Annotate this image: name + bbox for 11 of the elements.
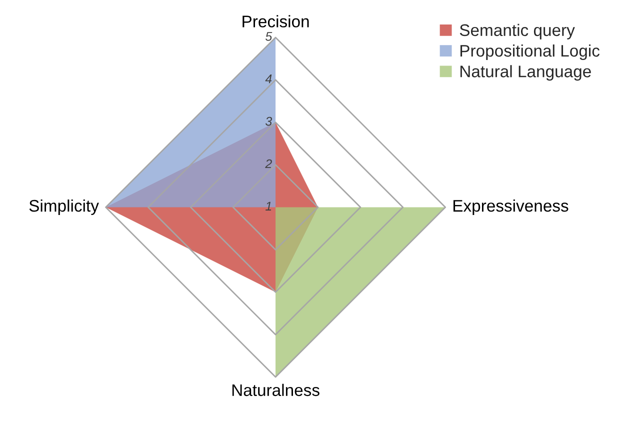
legend-label: Semantic query (460, 24, 575, 40)
legend-label: Propositional Logic (460, 44, 600, 60)
legend-label: Natural Language (460, 65, 591, 81)
spoke-label: Naturalness (232, 384, 320, 396)
spoke-label: Precision (242, 15, 309, 28)
y-tick-label: 4 (265, 74, 272, 84)
y-tick-label: 5 (265, 32, 272, 41)
spoke-label: Expressiveness (453, 199, 568, 216)
spoke-label: Simplicity (29, 199, 99, 216)
y-tick-label: 3 (265, 116, 272, 126)
y-tick-label: 2 (265, 159, 272, 168)
